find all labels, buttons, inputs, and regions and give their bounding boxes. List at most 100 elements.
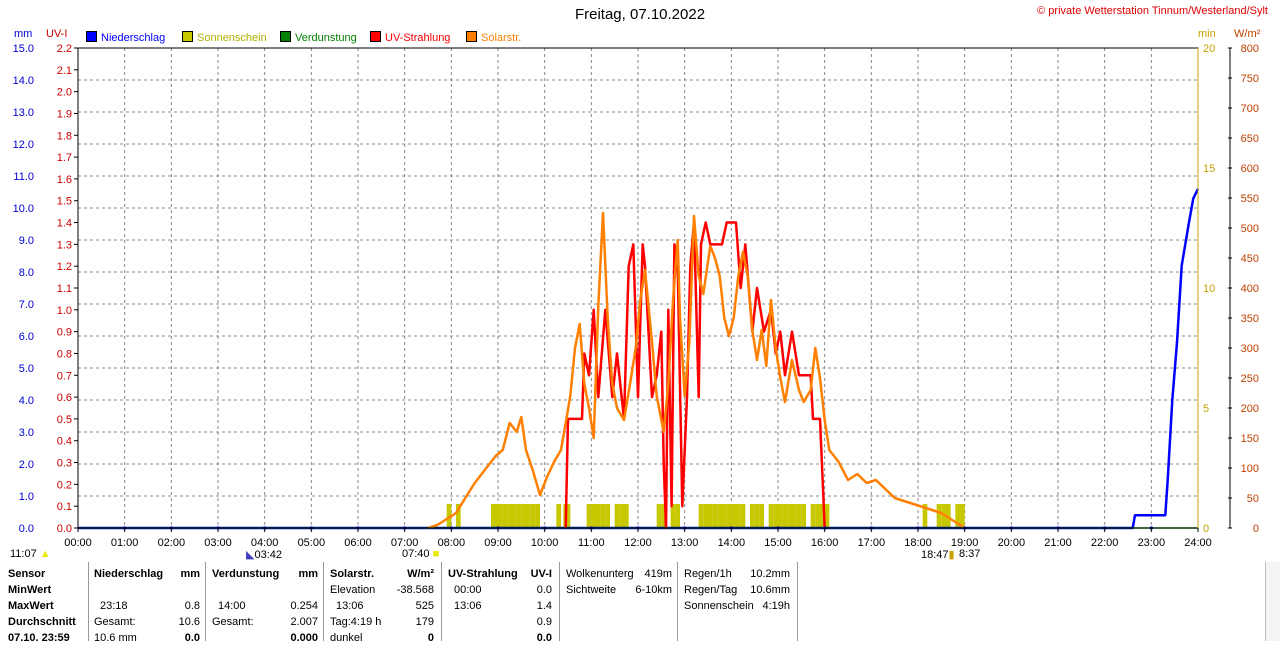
mm-tick-label: 7.0 bbox=[19, 299, 34, 311]
wm2-tick-label: 450 bbox=[1241, 253, 1259, 265]
sunshine-bar bbox=[493, 504, 498, 528]
legend-swatch bbox=[86, 31, 97, 42]
sunshine-bar bbox=[778, 504, 783, 528]
x-tick-label: 09:00 bbox=[484, 537, 512, 549]
sunshine-bar bbox=[936, 504, 942, 528]
evap-max-val: 0.254 bbox=[290, 600, 318, 612]
x-tick-label: 23:00 bbox=[1138, 537, 1166, 549]
mm-tick-label: 6.0 bbox=[19, 331, 34, 343]
x-tick-label: 02:00 bbox=[158, 537, 186, 549]
sunshine-bar bbox=[787, 504, 792, 528]
rain-unit: mm bbox=[180, 568, 200, 580]
x-tick-label: 10:00 bbox=[531, 537, 559, 549]
evap-sum-val: 2.007 bbox=[290, 616, 318, 628]
sunshine-bar bbox=[946, 504, 951, 528]
rain-sum-label: Gesamt: bbox=[94, 616, 136, 628]
x-tick-label: 12:00 bbox=[624, 537, 652, 549]
sunshine-bar bbox=[698, 504, 704, 528]
uv-tick-label: 0.0 bbox=[57, 523, 72, 535]
x-tick-label: 04:00 bbox=[251, 537, 279, 549]
sunshine-bar bbox=[703, 504, 708, 528]
wm2-tick-label: 150 bbox=[1241, 433, 1259, 445]
sunshine-bar bbox=[535, 504, 540, 528]
mm-tick-label: 12.0 bbox=[13, 139, 34, 151]
uv-tick-label: 1.2 bbox=[57, 261, 72, 273]
sunshine-bar bbox=[717, 504, 722, 528]
sunshine-bar bbox=[656, 504, 662, 528]
axis-unit-mm: mm bbox=[14, 28, 33, 40]
mm-tick-label: 11.0 bbox=[13, 171, 34, 183]
wm2-tick-label: 400 bbox=[1241, 283, 1259, 295]
x-tick-label: 07:00 bbox=[391, 537, 419, 549]
rain-max-val: 0.8 bbox=[184, 600, 200, 612]
sunshine-bar bbox=[498, 504, 503, 528]
mm-tick-label: 8.0 bbox=[19, 267, 34, 279]
uv-last-val: 0.0 bbox=[536, 632, 552, 644]
copyright-label: © private Wetterstation Tinnum/Westerlan… bbox=[1037, 5, 1268, 17]
uv-tick-label: 0.2 bbox=[57, 479, 72, 491]
uv-tick-label: 1.5 bbox=[57, 196, 72, 208]
wm2-tick-label: 700 bbox=[1241, 103, 1259, 115]
sunshine-bar bbox=[768, 504, 774, 528]
sunshine-bar bbox=[456, 504, 461, 528]
chart-axes: 00:00 01:00 02:00 03:00 04:00 05:00 06:00 07:00… bbox=[13, 43, 1259, 549]
wm2-tick-label: 500 bbox=[1241, 223, 1259, 235]
sunshine-bar bbox=[792, 504, 797, 528]
wm2-tick-label: 200 bbox=[1241, 403, 1259, 415]
min-tick-label: 10 bbox=[1203, 283, 1215, 295]
x-tick-label: 08:00 bbox=[438, 537, 466, 549]
visibility-label: Sichtweite bbox=[566, 584, 617, 596]
legend-item: Verdunstung bbox=[280, 31, 357, 44]
sunshine-bar bbox=[810, 504, 816, 528]
mm-tick-label: 2.0 bbox=[19, 459, 34, 471]
uv-tick-label: 0.3 bbox=[57, 458, 72, 470]
uv-tick-label: 0.7 bbox=[57, 370, 72, 382]
wm2-tick-label: 300 bbox=[1241, 343, 1259, 355]
sunshine-bar bbox=[596, 504, 601, 528]
sunshine-bar bbox=[960, 504, 965, 528]
solar-max-time: 13:06 bbox=[336, 600, 364, 612]
sunshine-bar bbox=[712, 504, 718, 528]
sunshine-label: Sonnenschein bbox=[684, 600, 754, 612]
legend-swatch bbox=[280, 31, 291, 42]
wm2-tick-label: 100 bbox=[1241, 463, 1259, 475]
rain-header: Niederschlag bbox=[94, 568, 164, 580]
legend-label: UV-Strahlung bbox=[385, 32, 451, 44]
sunshine-bar bbox=[614, 504, 620, 528]
legend-swatch bbox=[370, 31, 381, 42]
uv-min-time: 00:00 bbox=[454, 584, 482, 596]
sunshine-bar bbox=[670, 504, 676, 528]
mm-tick-label: 4.0 bbox=[19, 395, 34, 407]
axis-unit-min: min bbox=[1198, 28, 1216, 40]
scroll-indicator[interactable] bbox=[1265, 562, 1280, 641]
sunshine-bar bbox=[708, 504, 713, 528]
evap-sum-label: Gesamt: bbox=[212, 616, 254, 628]
solar-elev-label: Elevation bbox=[330, 584, 376, 596]
cloud-label: Wolkenunterg bbox=[566, 568, 634, 580]
rain-day-label: Regen/Tag bbox=[684, 584, 738, 596]
sunshine-bar bbox=[750, 504, 755, 528]
mm-tick-label: 9.0 bbox=[19, 235, 34, 247]
sunshine-bar bbox=[736, 504, 741, 528]
x-tick-label: 17:00 bbox=[858, 537, 886, 549]
uv-max-time: 13:06 bbox=[454, 600, 482, 612]
visibility-val: 6-10km bbox=[635, 584, 672, 596]
rain-1h-val: 10.2mm bbox=[750, 568, 790, 580]
sunshine-bar bbox=[521, 504, 526, 528]
sunshine-bar bbox=[675, 504, 680, 528]
sunshine-bar bbox=[516, 504, 522, 528]
uv-tick-label: 0.5 bbox=[57, 414, 72, 426]
sunshine-bar bbox=[726, 504, 732, 528]
sunshine-bar bbox=[491, 504, 496, 528]
legend-item: Niederschlag bbox=[86, 31, 165, 44]
legend-label: Niederschlag bbox=[101, 32, 166, 44]
wm2-tick-label: 650 bbox=[1241, 133, 1259, 145]
rain-last-val: 10.6 mm bbox=[94, 632, 137, 644]
x-tick-label: 21:00 bbox=[1044, 537, 1072, 549]
x-tick-label: 20:00 bbox=[998, 537, 1026, 549]
wm2-tick-label: 750 bbox=[1241, 73, 1259, 85]
sunshine-val: 4:19h bbox=[762, 600, 790, 612]
sunshine-bar bbox=[526, 504, 531, 528]
sunshine-bar bbox=[624, 504, 629, 528]
x-tick-label: 18:00 bbox=[904, 537, 932, 549]
